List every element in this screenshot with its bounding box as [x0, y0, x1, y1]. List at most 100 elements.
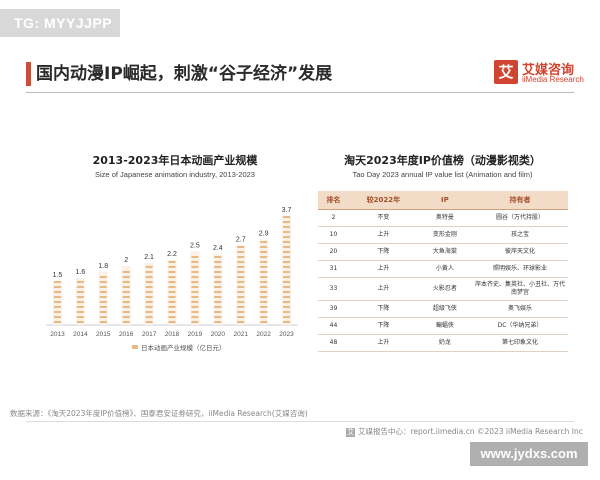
- bar: [213, 254, 223, 325]
- col-header-holder: 持有者: [472, 191, 568, 210]
- table-row: 33 上升 火影忍者 岸本齐史、集英社、小丑社、万代南梦宫: [318, 277, 568, 301]
- cell-rank: 39: [318, 300, 349, 318]
- x-tick-label: 2019: [188, 331, 203, 338]
- x-tick-label: 2023: [279, 331, 294, 338]
- col-header-ip: IP: [417, 191, 472, 210]
- cell-change: 上升: [348, 226, 418, 244]
- cell-holder: 奥飞娱乐: [472, 300, 568, 318]
- bar-fill: [213, 254, 223, 325]
- data-source-note: 数据来源：《淘天2023年度IP价值榜》、国泰君安证券研究，iiMedia Re…: [10, 409, 308, 418]
- bar-value-label: 2.1: [144, 254, 154, 261]
- bar: [75, 277, 85, 325]
- x-tick-label: 2014: [73, 331, 88, 338]
- cell-rank: 2: [318, 209, 349, 227]
- cell-holder: 照明娱乐、环球影业: [472, 260, 568, 278]
- x-tick-label: 2017: [142, 331, 157, 338]
- cell-change: 上升: [348, 334, 418, 352]
- footer-divider: [26, 421, 574, 422]
- x-tick-label: 2013: [50, 331, 65, 338]
- cell-change: 下降: [348, 243, 418, 261]
- x-tick-label: 2022: [256, 331, 271, 338]
- cell-ip: 大鱼海棠: [417, 243, 472, 261]
- cell-rank: 20: [318, 243, 349, 261]
- table-row: 39 下降 超级飞侠 奥飞娱乐: [318, 300, 568, 318]
- bar: [144, 263, 154, 325]
- footer: 艾艾媒报告中心：report.iimedia.cn ©2023 iiMedia …: [346, 426, 583, 437]
- bar-value-label: 1.6: [75, 269, 85, 276]
- cell-holder: 岸本齐史、集英社、小丑社、万代南梦宫: [472, 277, 568, 301]
- bar: [167, 260, 177, 325]
- bar-fill: [190, 251, 200, 325]
- x-tick-label: 2020: [211, 331, 226, 338]
- col-header-change: 较2022年: [348, 191, 418, 210]
- cell-change: 下降: [348, 300, 418, 318]
- bar-fill: [236, 245, 246, 325]
- cell-ip: 小黄人: [417, 260, 472, 278]
- cell-ip: 超级飞侠: [417, 300, 472, 318]
- bar-value-label: 2.4: [213, 245, 223, 252]
- bar-fill: [121, 266, 131, 325]
- bar: [282, 215, 292, 325]
- header-divider: [26, 92, 574, 93]
- tg-badge: TG: MYYJJPP: [0, 9, 120, 37]
- x-tick-label: 2018: [165, 331, 180, 338]
- cell-holder: 彼岸天文化: [472, 243, 568, 261]
- title-accent-bar: [26, 62, 31, 86]
- bar-fill: [144, 263, 154, 325]
- legend-label: 日本动画产业规模（亿日元）: [141, 343, 226, 352]
- x-tick-label: 2021: [233, 331, 248, 338]
- cell-holder: DC（华纳兄弟）: [472, 317, 568, 335]
- bar-value-label: 1.5: [53, 272, 63, 279]
- logo-mark-icon: 艾: [494, 60, 518, 84]
- table-row: 31 上升 小黄人 照明娱乐、环球影业: [318, 260, 568, 278]
- iimedia-footer-icon: 艾: [346, 427, 355, 437]
- table-row: 2 不变 奥特曼 圆谷（万代持股）: [318, 209, 568, 227]
- cell-change: 下降: [348, 317, 418, 335]
- bar-value-label: 2.7: [236, 236, 246, 243]
- cell-holder: 孩之宝: [472, 226, 568, 244]
- logo-name-en: iiMedia Research: [522, 75, 584, 84]
- bar: [236, 245, 246, 325]
- table-row: 20 下降 大鱼海棠 彼岸天文化: [318, 243, 568, 261]
- bar-value-label: 1.8: [98, 263, 108, 270]
- bar: [121, 266, 131, 325]
- bar: [259, 239, 269, 325]
- site-watermark: www.jydxs.com: [470, 442, 588, 466]
- table-header-row: 排名 较2022年 IP 持有者: [318, 191, 568, 210]
- x-tick-label: 2015: [96, 331, 111, 338]
- bar-value-label: 2.9: [259, 230, 269, 237]
- page-title: 国内动漫IP崛起，刺激“谷子经济”发展: [36, 64, 333, 84]
- cell-rank: 33: [318, 277, 349, 301]
- bar-value-label: 2: [124, 257, 128, 264]
- col-header-rank: 排名: [318, 191, 349, 210]
- bar-value-label: 2.5: [190, 242, 200, 249]
- cell-change: 上升: [348, 277, 418, 301]
- table-row: 44 下降 蝙蝠侠 DC（华纳兄弟）: [318, 317, 568, 335]
- cell-ip: 奶龙: [417, 334, 472, 352]
- chart-subtitle: Size of Japanese animation industry, 201…: [95, 170, 255, 179]
- cell-rank: 10: [318, 226, 349, 244]
- cell-ip: 蝙蝠侠: [417, 317, 472, 335]
- table-subtitle: Tao Day 2023 annual IP value list (Anima…: [352, 170, 533, 179]
- ip-value-table: 排名 较2022年 IP 持有者 2 不变 奥特曼 圆谷（万代持股） 10 上升…: [318, 191, 568, 352]
- legend-swatch: [132, 345, 138, 349]
- bar-value-label: 2.2: [167, 251, 177, 258]
- table-row: 48 上升 奶龙 第七印象文化: [318, 334, 568, 352]
- bar: [190, 251, 200, 325]
- cell-change: 上升: [348, 260, 418, 278]
- cell-holder: 圆谷（万代持股）: [472, 209, 568, 227]
- bar-fill: [282, 215, 292, 325]
- footer-text: 艾媒报告中心：report.iimedia.cn ©2023 iiMedia R…: [358, 427, 583, 436]
- bar-value-label: 3.7: [282, 207, 292, 214]
- bar-chart: 1.5 2013 1.6 2014 1.8 2015 2 2016 2.1 2017 2.2 2018…: [46, 207, 298, 352]
- x-tick-label: 2016: [119, 331, 134, 338]
- logo-name-cn: 艾媒咨询: [522, 63, 575, 78]
- cell-rank: 31: [318, 260, 349, 278]
- chart-title: 2013-2023年日本动画产业规模: [92, 154, 258, 167]
- cell-rank: 44: [318, 317, 349, 335]
- cell-holder: 第七印象文化: [472, 334, 568, 352]
- cell-ip: 变形金刚: [417, 226, 472, 244]
- bar: [52, 280, 62, 325]
- bar: [98, 271, 108, 325]
